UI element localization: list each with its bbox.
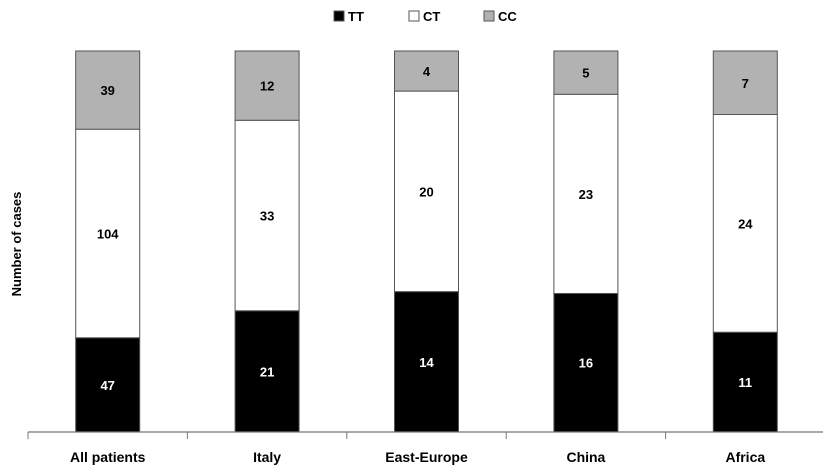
data-label: 20 bbox=[419, 184, 433, 199]
data-label: 11 bbox=[738, 375, 752, 390]
data-label: 5 bbox=[582, 66, 589, 81]
data-label: 33 bbox=[260, 209, 274, 224]
data-label: 39 bbox=[100, 83, 114, 98]
data-label: 21 bbox=[260, 364, 274, 379]
data-label: 23 bbox=[579, 187, 593, 202]
bar-segment-cc bbox=[553, 50, 619, 95]
legend-label-ct: CT bbox=[423, 9, 440, 24]
data-label: 4 bbox=[423, 64, 431, 79]
x-axis: All patients Italy East-Europe China Africa bbox=[27, 431, 823, 465]
bar-segment-cc bbox=[234, 50, 300, 121]
bar-segment-tt bbox=[712, 331, 778, 433]
bar-segment-tt bbox=[75, 337, 141, 433]
data-label: 12 bbox=[260, 79, 274, 94]
bar-segment-tt bbox=[234, 310, 300, 433]
data-label: 104 bbox=[97, 226, 119, 241]
data-label: 14 bbox=[419, 355, 434, 370]
data-label: 24 bbox=[738, 216, 753, 231]
bar-segment-cc bbox=[394, 50, 459, 92]
x-tick-label: Italy bbox=[253, 449, 281, 465]
bar-segment-tt bbox=[553, 292, 619, 433]
legend-swatch-cc bbox=[483, 10, 495, 22]
bar-segment-cc bbox=[712, 50, 778, 115]
bar-segment-ct bbox=[553, 93, 619, 294]
legend-swatch-tt bbox=[333, 10, 345, 22]
bars: 47 104 39 21 33 12 14 20 4 16 23 5 11 24 7 bbox=[75, 50, 778, 433]
data-label: 16 bbox=[579, 356, 593, 371]
bar-segment-ct bbox=[394, 90, 459, 293]
x-tick-label: All patients bbox=[70, 449, 146, 465]
legend-swatch-ct bbox=[408, 10, 420, 22]
x-tick-label: China bbox=[566, 449, 605, 465]
bar-segment-ct bbox=[75, 128, 141, 339]
legend-label-tt: TT bbox=[348, 9, 364, 24]
legend: TT CT CC bbox=[333, 9, 517, 24]
bar-segment-cc bbox=[75, 50, 141, 130]
legend-label-cc: CC bbox=[498, 9, 517, 24]
data-label: 7 bbox=[742, 76, 749, 91]
bar-segment-ct bbox=[234, 119, 300, 312]
y-axis-title: Number of cases bbox=[9, 192, 24, 297]
x-tick-label: East-Europe bbox=[385, 449, 468, 465]
x-tick-label: Africa bbox=[725, 449, 765, 465]
data-label: 47 bbox=[100, 378, 114, 393]
